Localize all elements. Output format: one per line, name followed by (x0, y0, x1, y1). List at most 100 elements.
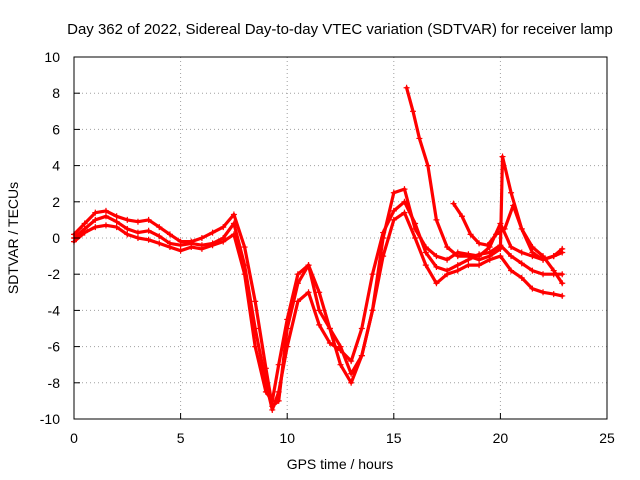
data-point-marker (369, 271, 376, 278)
data-point-marker (284, 316, 291, 323)
data-point-marker (484, 242, 491, 249)
data-point-marker (409, 108, 416, 115)
data-point-marker (550, 253, 557, 260)
y-axis-label: SDTVAR / TECUs (5, 182, 21, 294)
data-point-marker (209, 242, 216, 249)
y-tick-label: -10 (40, 411, 60, 427)
data-point-marker (145, 216, 152, 223)
data-point-marker (269, 406, 276, 413)
data-point-marker (454, 253, 461, 260)
data-point-marker (459, 213, 466, 220)
data-point-marker (358, 352, 365, 359)
y-tick-label: -4 (48, 302, 61, 318)
data-point-marker (198, 245, 205, 252)
data-point-marker (550, 267, 557, 274)
y-tick-label: 2 (52, 194, 60, 210)
x-tick-label: 5 (177, 430, 185, 446)
data-point-marker (348, 379, 355, 386)
data-point-marker (220, 224, 227, 231)
data-point-marker (269, 397, 276, 404)
data-point-marker (559, 280, 566, 287)
data-point-marker (508, 244, 515, 251)
data-point-marker (156, 224, 163, 231)
data-point-marker (102, 207, 109, 214)
data-point-marker (508, 267, 515, 274)
data-point-marker (550, 291, 557, 298)
data-point-marker (529, 267, 536, 274)
data-point-marker (476, 256, 483, 263)
data-point-marker (508, 253, 515, 260)
data-point-marker (134, 218, 141, 225)
data-point-marker (220, 238, 227, 245)
series-line-day-1 (72, 187, 564, 408)
data-point-marker (305, 262, 312, 269)
data-point-marker (390, 189, 397, 196)
data-point-marker (358, 325, 365, 332)
data-point-marker (230, 220, 237, 227)
data-point-marker (230, 231, 237, 238)
data-point-marker (305, 289, 312, 296)
data-point-marker (124, 225, 131, 232)
data-point-marker (510, 202, 517, 209)
series-group (71, 84, 566, 413)
data-point-marker (230, 211, 237, 218)
data-point-marker (275, 388, 282, 395)
data-point-marker (275, 361, 282, 368)
data-point-marker (518, 225, 525, 232)
data-point-marker (337, 361, 344, 368)
series-line-day-3 (72, 211, 564, 403)
y-tick-label: -2 (48, 266, 61, 282)
data-point-marker (433, 253, 440, 260)
data-point-marker (465, 262, 472, 269)
x-tick-label: 15 (386, 430, 402, 446)
data-point-marker (403, 84, 410, 91)
data-point-marker (529, 244, 536, 251)
data-point-marker (124, 231, 131, 238)
data-point-marker (188, 244, 195, 251)
data-point-marker (433, 280, 440, 287)
data-point-marker (156, 240, 163, 247)
data-point-marker (166, 244, 173, 251)
data-point-marker (529, 285, 536, 292)
data-point-marker (390, 216, 397, 223)
data-point-marker (476, 251, 483, 258)
data-point-marker (380, 229, 387, 236)
data-point-marker (113, 224, 120, 231)
y-tick-label: 0 (52, 230, 60, 246)
data-point-marker (326, 325, 333, 332)
data-point-marker (454, 262, 461, 269)
data-point-marker (380, 253, 387, 260)
data-point-marker (369, 307, 376, 314)
data-point-marker (486, 253, 493, 260)
data-point-marker (454, 267, 461, 274)
chart-title: Day 362 of 2022, Sidereal Day-to-day VTE… (67, 21, 613, 38)
data-point-marker (518, 274, 525, 281)
y-tick-label: -8 (48, 375, 61, 391)
data-point-marker (416, 135, 423, 142)
y-tick-label: 4 (52, 158, 60, 174)
data-point-marker (559, 271, 566, 278)
data-point-marker (476, 240, 483, 247)
data-point-marker (294, 271, 301, 278)
data-point-marker (424, 162, 431, 169)
data-point-marker (412, 235, 419, 241)
data-point-marker (262, 388, 269, 395)
data-point-marker (401, 186, 408, 193)
data-point-marker (467, 231, 474, 238)
data-point-marker (559, 292, 566, 299)
data-point-marker (134, 235, 141, 241)
data-point-marker (540, 253, 547, 260)
data-point-marker (102, 222, 109, 229)
data-point-marker (444, 244, 451, 251)
data-point-marker (145, 236, 152, 243)
data-point-marker (134, 229, 141, 236)
data-point-marker (316, 321, 323, 328)
data-point-marker (177, 247, 184, 254)
data-point-marker (465, 253, 472, 260)
x-tick-label: 25 (599, 430, 615, 446)
data-point-marker (337, 347, 344, 354)
data-point-marker (252, 343, 259, 350)
data-point-marker (444, 256, 451, 263)
data-point-marker (156, 233, 163, 240)
